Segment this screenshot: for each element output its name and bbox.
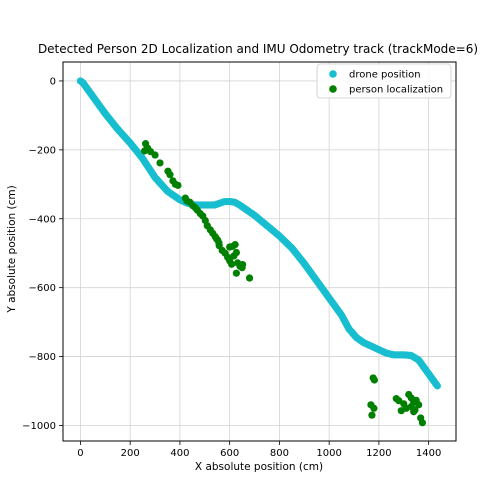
person-localization-point [174,181,182,189]
person-localization-point [166,171,174,179]
person-localization-point [370,404,378,412]
series-drone-position [76,77,441,390]
plot-frame [62,61,457,442]
y-tick-label: −1000 [22,421,56,432]
legend-marker [329,85,337,93]
y-tick-label: −600 [29,283,56,294]
person-localization-point [226,243,234,251]
person-localization-point [151,151,159,159]
person-localization-point [370,376,379,384]
person-localization-point [245,274,254,282]
x-tick-label: 1000 [316,448,341,459]
x-tick-label: 600 [220,448,239,459]
x-tick-label: 1200 [366,448,391,459]
person-localization-point [228,260,236,268]
series-layer [76,77,441,427]
person-localization-point [215,239,223,247]
person-localization-point [232,269,240,277]
x-tick-label: 200 [121,448,140,459]
x-tick-label: 1400 [416,448,441,459]
legend-marker [329,70,337,78]
y-tick-label: 0 [50,76,56,87]
legend-label: drone position [349,70,421,81]
legend: drone position person localization [316,63,452,99]
person-localization-point [230,252,238,260]
person-localization-point [418,419,427,427]
chart-title: Detected Person 2D Localization and IMU … [38,42,478,56]
legend-box [316,63,452,99]
y-tick-label: −200 [29,145,56,156]
y-tick-label: −800 [29,352,56,363]
x-axis-label: X absolute position (cm) [195,461,323,473]
person-localization-point [231,241,239,249]
series-person-localization [140,140,427,427]
person-localization-point [238,264,246,272]
ticks: 0 200 400 600 800 1000 1200 1400 0 −200 −400 −600 −8… [22,76,441,459]
person-localization-point [415,401,423,409]
drone-position-point [433,382,441,390]
x-tick-label: 400 [170,448,189,459]
x-tick-label: 800 [270,448,289,459]
y-axis-label: Y absolute position (cm) [6,185,18,313]
x-tick-label: 0 [77,448,83,459]
person-localization-point [140,147,149,155]
y-tick-label: −400 [29,214,56,225]
person-localization-point [368,411,376,419]
person-localization-point [156,159,164,167]
person-localization-point [410,408,418,416]
legend-label: person localization [349,85,443,96]
